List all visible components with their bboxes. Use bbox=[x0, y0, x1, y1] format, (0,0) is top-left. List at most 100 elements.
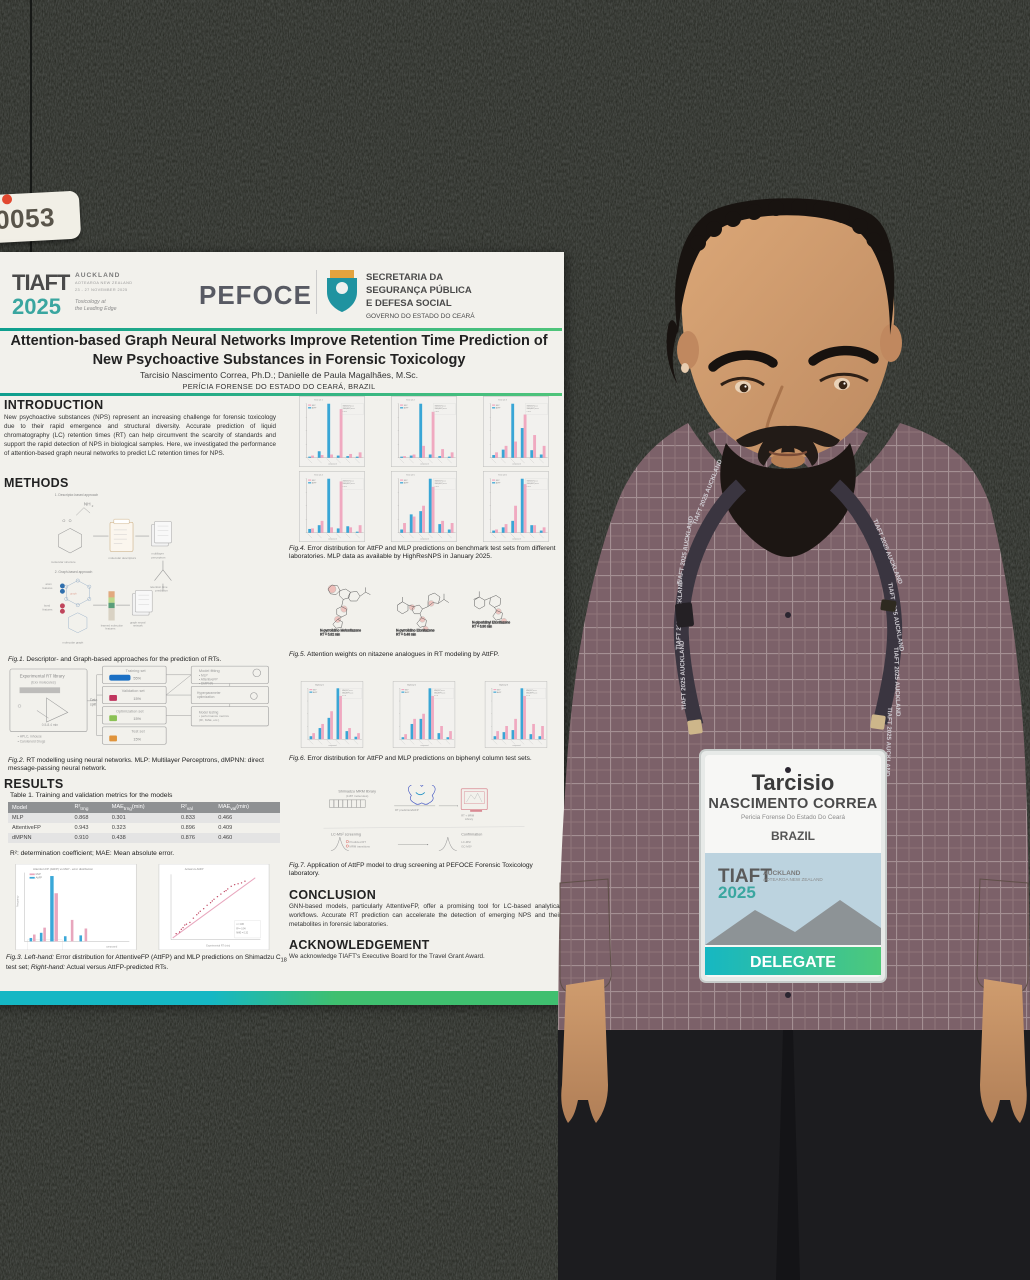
svg-text:Test set 1: Test set 1 bbox=[314, 399, 323, 402]
svg-text:(Exx molecules): (Exx molecules) bbox=[31, 680, 56, 684]
svg-text:compound: compound bbox=[328, 464, 337, 466]
svg-text:R² = 0.94: R² = 0.94 bbox=[236, 927, 246, 930]
svg-text:split: split bbox=[90, 703, 96, 707]
svg-text:compound: compound bbox=[512, 539, 521, 541]
svg-text:1. Descriptor-based approach: 1. Descriptor-based approach bbox=[55, 493, 99, 497]
svg-text:Frequency: Frequency bbox=[16, 895, 19, 907]
svg-text:AOTEAROA NEW ZEALAND: AOTEAROA NEW ZEALAND bbox=[763, 877, 823, 882]
svg-text:2. Graph-based approach: 2. Graph-based approach bbox=[55, 570, 93, 574]
svg-text:Confirmation: Confirmation bbox=[461, 833, 482, 837]
svg-text:RT + MRM: RT + MRM bbox=[461, 813, 474, 817]
svg-text:compound: compound bbox=[420, 745, 428, 747]
svg-text:features: features bbox=[42, 586, 53, 590]
svg-text:AOTEAROA NEW ZEALAND: AOTEAROA NEW ZEALAND bbox=[75, 281, 132, 285]
svg-text:Actual vs AttFP: Actual vs AttFP bbox=[185, 867, 204, 871]
svg-text:n = xx: n = xx bbox=[435, 486, 439, 488]
svg-text:compound: compound bbox=[420, 539, 429, 541]
svg-text:prediction: prediction bbox=[155, 588, 168, 592]
svg-text:MLP: MLP bbox=[36, 872, 42, 876]
svg-text:Experimental RT library: Experimental RT library bbox=[20, 674, 66, 679]
svg-text:n = xx: n = xx bbox=[435, 411, 439, 413]
svg-text:15%: 15% bbox=[133, 737, 141, 741]
svg-text:(R², MAE, etc.): (R², MAE, etc.) bbox=[199, 718, 219, 722]
svg-text:graph: graph bbox=[70, 591, 77, 595]
svg-text:MAE = 0.32: MAE = 0.32 bbox=[236, 932, 248, 935]
svg-text:Attention FP (AttFP) vs MLP -: Attention FP (AttFP) vs MLP - error dist… bbox=[33, 867, 93, 871]
svg-text:network: network bbox=[133, 624, 143, 628]
svg-text:RT = 6.90 min: RT = 6.90 min bbox=[472, 624, 492, 628]
svg-text:Test set 3: Test set 3 bbox=[498, 399, 507, 402]
svg-text:n = xx: n = xx bbox=[342, 695, 346, 697]
svg-text:Optimization set: Optimization set bbox=[116, 709, 144, 713]
svg-text:Biphenyl 1: Biphenyl 1 bbox=[315, 684, 324, 686]
svg-text:features: features bbox=[105, 627, 116, 631]
svg-text:Toxicology at: Toxicology at bbox=[75, 299, 106, 305]
svg-text:LC-MS² screening: LC-MS² screening bbox=[331, 833, 361, 837]
svg-text:(1187 molecules): (1187 molecules) bbox=[346, 794, 369, 798]
svg-text:features: features bbox=[42, 607, 53, 611]
svg-text:Biphenyl 2: Biphenyl 2 bbox=[407, 684, 416, 686]
svg-text:2025: 2025 bbox=[12, 294, 61, 319]
svg-text:GC-MS²: GC-MS² bbox=[461, 845, 471, 849]
svg-text:DELEGATE: DELEGATE bbox=[750, 954, 836, 971]
svg-text:Model fitting: Model fitting bbox=[199, 669, 220, 673]
svg-text:23 - 27 NOVEMBER 2025: 23 - 27 NOVEMBER 2025 bbox=[75, 288, 128, 292]
svg-text:Test set 5: Test set 5 bbox=[406, 474, 415, 477]
svg-text:0.5-8.4 min: 0.5-8.4 min bbox=[42, 723, 59, 727]
svg-text:Library: Library bbox=[465, 817, 474, 821]
svg-text:n = xx: n = xx bbox=[343, 411, 347, 413]
svg-text:O: O bbox=[62, 519, 65, 523]
svg-text:LC-MS²: LC-MS² bbox=[461, 840, 471, 844]
svg-text:AttFP: AttFP bbox=[411, 808, 418, 812]
svg-text:MRM transitions: MRM transitions bbox=[350, 845, 371, 849]
svg-text:Training set: Training set bbox=[126, 669, 147, 673]
svg-text:Predicted RT: Predicted RT bbox=[350, 840, 367, 844]
svg-text:Shimadzu MRM library: Shimadzu MRM library bbox=[338, 789, 376, 793]
svg-text:AUCKLAND: AUCKLAND bbox=[75, 272, 120, 279]
svg-text:Pericia Forense Do Estado Do C: Pericia Forense Do Estado Do Ceará bbox=[741, 814, 845, 821]
svg-text:n = xx: n = xx bbox=[527, 411, 531, 413]
svg-text:55%: 55% bbox=[133, 677, 141, 681]
svg-text:optimization: optimization bbox=[197, 695, 215, 699]
svg-text:RT = 5.82 min: RT = 5.82 min bbox=[320, 632, 340, 636]
svg-text:compound: compound bbox=[106, 945, 118, 948]
svg-text:molecular structure: molecular structure bbox=[51, 560, 76, 564]
svg-text:compound: compound bbox=[328, 539, 337, 541]
svg-text:Experimental RT (min): Experimental RT (min) bbox=[206, 945, 230, 948]
svg-text:Test set: Test set bbox=[131, 730, 145, 734]
svg-text:n = xx: n = xx bbox=[527, 486, 531, 488]
svg-text:perceptron: perceptron bbox=[151, 555, 165, 559]
svg-text:• DMPNN: • DMPNN bbox=[199, 681, 214, 685]
svg-text:Biphenyl 3: Biphenyl 3 bbox=[499, 684, 508, 686]
svg-text:2: 2 bbox=[92, 504, 94, 508]
svg-text:TIAFT: TIAFT bbox=[12, 270, 71, 295]
svg-text:RT = 6.48 min: RT = 6.48 min bbox=[396, 632, 416, 636]
svg-text:• Carotenoid Drugs: • Carotenoid Drugs bbox=[18, 739, 46, 743]
svg-text:AUCKLAND: AUCKLAND bbox=[763, 870, 801, 877]
svg-text:Test set 4: Test set 4 bbox=[314, 474, 323, 477]
svg-text:NH: NH bbox=[84, 501, 91, 506]
svg-text:bond: bond bbox=[44, 604, 51, 608]
svg-text:• HPLC, inhouse: • HPLC, inhouse bbox=[18, 734, 42, 738]
svg-text:RT prediction: RT prediction bbox=[395, 808, 412, 812]
svg-text:compound: compound bbox=[420, 464, 429, 466]
svg-text:O: O bbox=[18, 704, 22, 710]
svg-text:compound: compound bbox=[512, 464, 521, 466]
svg-text:BRAZIL: BRAZIL bbox=[771, 829, 815, 843]
svg-text:compound: compound bbox=[512, 745, 520, 747]
svg-text:the Leading Edge: the Leading Edge bbox=[75, 306, 117, 312]
svg-text:n = xx: n = xx bbox=[434, 695, 438, 697]
svg-text:n = 186: n = 186 bbox=[236, 924, 244, 926]
svg-text:atom: atom bbox=[46, 582, 53, 586]
svg-text:compound: compound bbox=[328, 745, 336, 747]
svg-text:Test set 6: Test set 6 bbox=[498, 474, 507, 477]
svg-text:molecular graph: molecular graph bbox=[62, 640, 83, 644]
svg-text:Test set 2: Test set 2 bbox=[406, 399, 415, 402]
svg-text:2025: 2025 bbox=[718, 883, 756, 902]
svg-text:AttFP: AttFP bbox=[36, 876, 43, 880]
svg-text:Validation set: Validation set bbox=[122, 689, 146, 693]
svg-text:n = xx: n = xx bbox=[343, 486, 347, 488]
svg-text:Data: Data bbox=[90, 698, 97, 702]
svg-text:molecular descriptors: molecular descriptors bbox=[108, 556, 136, 560]
svg-text:15%: 15% bbox=[133, 717, 141, 721]
